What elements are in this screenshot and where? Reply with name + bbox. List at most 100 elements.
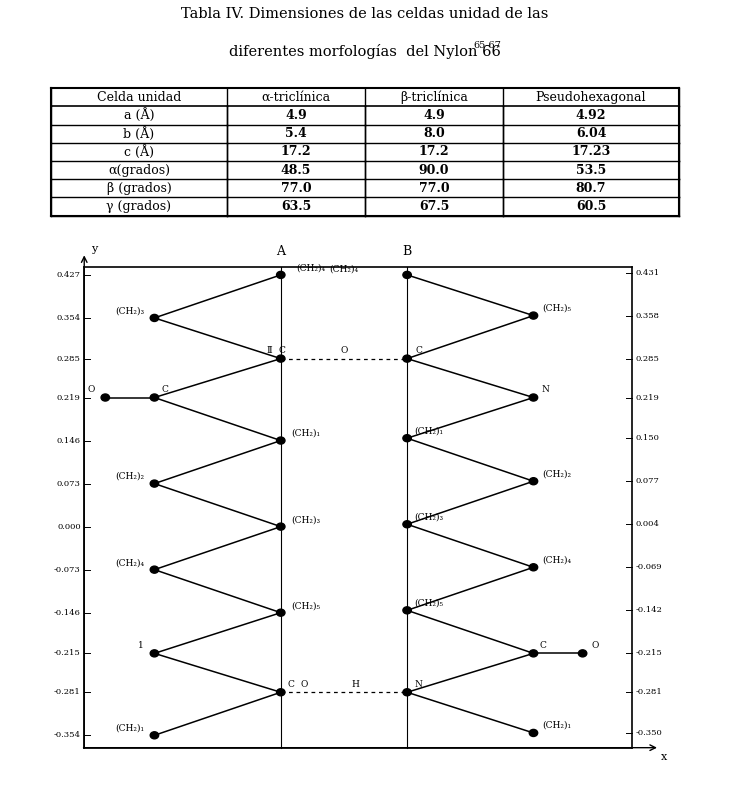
Text: Celda unidad: Celda unidad	[97, 90, 181, 104]
Text: 90.0: 90.0	[419, 163, 449, 177]
Text: β (grados): β (grados)	[107, 182, 172, 195]
Text: 80.7: 80.7	[576, 182, 606, 195]
Circle shape	[277, 355, 285, 362]
Circle shape	[529, 394, 538, 401]
Text: α(grados): α(grados)	[108, 163, 170, 177]
Text: 4.9: 4.9	[423, 109, 445, 122]
Text: A: A	[276, 245, 285, 259]
Text: C: C	[288, 680, 295, 689]
Circle shape	[403, 689, 411, 696]
Circle shape	[403, 607, 411, 614]
Text: (CH₂)₃: (CH₂)₃	[414, 512, 443, 522]
Circle shape	[277, 271, 285, 278]
Text: 0.077: 0.077	[635, 477, 659, 485]
Circle shape	[403, 520, 411, 528]
Text: H: H	[351, 680, 359, 689]
Text: 60.5: 60.5	[576, 200, 606, 213]
Text: -0.215: -0.215	[54, 649, 81, 657]
Text: 8.0: 8.0	[423, 127, 445, 140]
Circle shape	[277, 437, 285, 444]
Text: (CH₂)₄: (CH₂)₄	[542, 556, 571, 564]
Text: B: B	[402, 245, 412, 259]
Text: C: C	[415, 347, 423, 355]
Circle shape	[403, 435, 411, 442]
Text: -0.215: -0.215	[635, 649, 662, 657]
Text: 17.2: 17.2	[419, 145, 450, 158]
Text: 5.4: 5.4	[285, 127, 307, 140]
Text: 17.23: 17.23	[572, 145, 610, 158]
Text: 67.5: 67.5	[419, 200, 449, 213]
Text: 65-67: 65-67	[473, 41, 501, 50]
Circle shape	[578, 650, 587, 657]
Text: I: I	[266, 347, 270, 355]
Text: x: x	[661, 752, 667, 762]
Text: O: O	[591, 641, 599, 650]
Text: N: N	[414, 680, 422, 689]
Circle shape	[150, 314, 158, 321]
Text: 0.219: 0.219	[57, 394, 81, 402]
Text: Tabla IV. Dimensiones de las celdas unidad de las: Tabla IV. Dimensiones de las celdas unid…	[181, 6, 549, 20]
Circle shape	[529, 729, 538, 736]
Text: N: N	[542, 385, 550, 395]
Text: 0.219: 0.219	[635, 394, 659, 402]
Text: 6.04: 6.04	[576, 127, 606, 140]
Circle shape	[529, 312, 538, 319]
Text: (CH₂)₁: (CH₂)₁	[414, 427, 443, 435]
Text: 0.354: 0.354	[57, 314, 81, 322]
Circle shape	[150, 650, 158, 657]
Text: -0.142: -0.142	[635, 606, 662, 615]
Text: O: O	[88, 385, 95, 395]
Text: (CH₂)₄: (CH₂)₄	[329, 265, 358, 274]
Text: 0.073: 0.073	[57, 479, 81, 487]
Circle shape	[150, 480, 158, 487]
Text: -0.281: -0.281	[635, 689, 662, 696]
Text: -0.354: -0.354	[54, 731, 81, 740]
Text: β-triclínica: β-triclínica	[400, 90, 468, 104]
Text: -0.146: -0.146	[54, 608, 81, 617]
Text: O: O	[301, 680, 308, 689]
Text: 77.0: 77.0	[280, 182, 311, 195]
Text: (CH₂)₃: (CH₂)₃	[291, 515, 320, 524]
Text: 4.92: 4.92	[576, 109, 606, 122]
Circle shape	[150, 394, 158, 401]
Text: (CH₂)₂: (CH₂)₂	[542, 470, 571, 479]
Text: 48.5: 48.5	[281, 163, 311, 177]
Text: 0.427: 0.427	[57, 271, 81, 279]
Text: (CH₂)₄: (CH₂)₄	[296, 263, 326, 272]
Text: -0.073: -0.073	[54, 566, 81, 574]
Text: 1: 1	[138, 641, 144, 650]
Circle shape	[403, 271, 411, 278]
Circle shape	[150, 732, 158, 739]
Text: 53.5: 53.5	[576, 163, 606, 177]
Text: b (Å): b (Å)	[123, 127, 155, 141]
Circle shape	[277, 523, 285, 530]
Text: C: C	[539, 641, 546, 650]
Text: I: I	[269, 346, 272, 354]
Text: 0.150: 0.150	[635, 434, 659, 443]
Text: (CH₂)₁: (CH₂)₁	[542, 721, 571, 729]
Text: diferentes morfologías  del Nylon 66: diferentes morfologías del Nylon 66	[229, 44, 501, 59]
Circle shape	[150, 566, 158, 573]
Text: 0.431: 0.431	[635, 269, 659, 277]
Text: 0.285: 0.285	[57, 354, 81, 362]
Text: 0.004: 0.004	[635, 520, 659, 528]
Text: C: C	[161, 385, 169, 395]
Text: -0.350: -0.350	[635, 729, 662, 737]
Circle shape	[101, 394, 110, 401]
Text: 77.0: 77.0	[419, 182, 450, 195]
Text: a (Å): a (Å)	[124, 108, 154, 123]
Text: 17.2: 17.2	[280, 145, 311, 158]
Text: 4.9: 4.9	[285, 109, 307, 122]
Circle shape	[277, 609, 285, 616]
Text: -0.069: -0.069	[635, 564, 662, 571]
Text: (CH₂)₁: (CH₂)₁	[291, 429, 320, 438]
Circle shape	[529, 564, 538, 571]
Text: -0.281: -0.281	[54, 689, 81, 696]
Text: Pseudohexagonal: Pseudohexagonal	[536, 90, 646, 104]
Text: 0.146: 0.146	[57, 436, 81, 445]
Text: γ (grados): γ (grados)	[107, 200, 172, 213]
Text: α-triclínica: α-triclínica	[261, 90, 331, 104]
Text: (CH₂)₄: (CH₂)₄	[115, 558, 144, 567]
Text: O: O	[340, 347, 347, 355]
Circle shape	[529, 650, 538, 657]
